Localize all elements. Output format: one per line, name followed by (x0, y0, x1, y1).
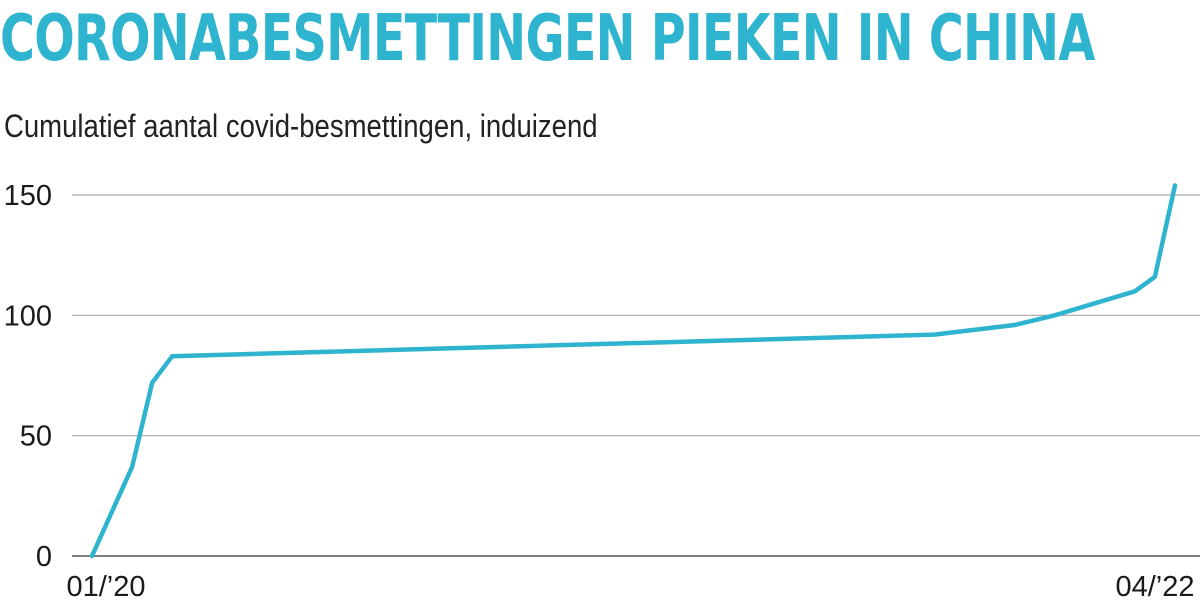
y-tick-label: 100 (4, 300, 52, 332)
y-tick-label: 50 (20, 421, 52, 453)
y-axis-ticks: 0 50 100 150 (4, 180, 52, 573)
x-tick-label: 04/’22 (1115, 571, 1194, 603)
x-axis-ticks: 01/’20 04/’22 (66, 571, 1194, 603)
chart-subtitle: Cumulatief aantal covid-besmettingen, in… (4, 108, 598, 144)
x-tick-label: 01/’20 (66, 571, 145, 603)
y-tick-label: 150 (4, 180, 52, 212)
gridlines (72, 194, 1200, 557)
series-line-group (89, 183, 1178, 559)
y-tick-label: 0 (36, 541, 52, 573)
series-line (89, 183, 1178, 559)
